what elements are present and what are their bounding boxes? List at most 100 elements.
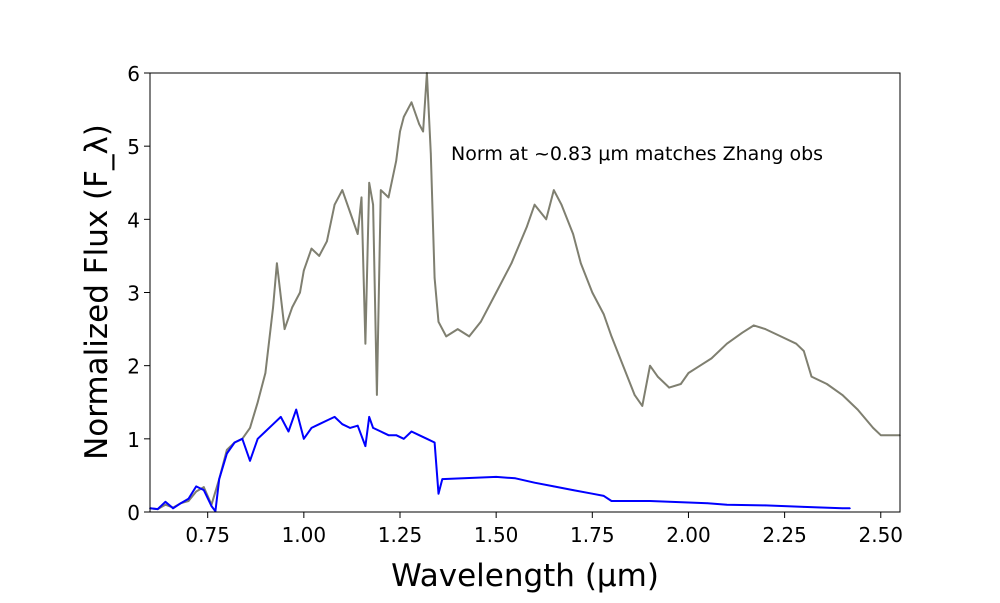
series-1-point — [372, 203, 374, 206]
series-1-point — [256, 401, 259, 404]
tick-layer: 0.75 1.00 1.25 1.50 1.75 2.00 2.25 2.50 0 1 2 3 4 5 6 — [127, 62, 903, 547]
x-tick-label: 1.50 — [474, 523, 519, 547]
series-2-point — [287, 430, 290, 433]
series-1-point — [856, 408, 859, 411]
series-2-point — [164, 501, 167, 503]
series-2-point — [203, 489, 205, 491]
series-2-point — [272, 423, 274, 426]
series-2-point — [303, 438, 305, 440]
x-tick-label: 1.75 — [570, 523, 615, 547]
series-2-point — [687, 501, 690, 504]
series-2-point — [256, 438, 259, 440]
series-2-point — [249, 460, 251, 462]
series-2-point — [318, 423, 321, 426]
series-1-point — [422, 130, 424, 133]
series-1-point — [795, 342, 797, 345]
series-1-point — [430, 152, 432, 155]
series-2-point — [764, 504, 767, 507]
series-1-point — [310, 247, 313, 250]
series-1-point — [780, 335, 782, 338]
series-1-point — [510, 262, 513, 265]
y-tick-label: 0 — [127, 501, 140, 525]
series-1-point — [291, 306, 294, 308]
series-2-point — [368, 416, 371, 418]
series-2-point — [433, 441, 436, 444]
series-1-point — [526, 225, 528, 228]
series-2-point — [441, 478, 444, 480]
series-1-point — [610, 335, 613, 338]
series-1-point — [633, 394, 636, 396]
series-1-point — [360, 196, 363, 199]
series-1-point — [187, 500, 190, 502]
series-1-point — [572, 233, 574, 235]
series-2-point — [241, 438, 244, 440]
series-1-point — [387, 196, 390, 199]
series-2-point — [356, 424, 359, 427]
series-1-point — [580, 262, 582, 265]
series-2 — [149, 408, 851, 513]
annotation-text: Norm at ~0.83 μm matches Zhang obs — [451, 143, 823, 165]
series-2-point — [156, 508, 159, 510]
series-1-point — [356, 233, 359, 235]
series-1-point — [560, 203, 563, 206]
series-1-point — [395, 160, 398, 162]
series-2-point — [572, 489, 574, 491]
y-tick-label: 1 — [127, 428, 140, 452]
series-2-point — [410, 430, 413, 433]
series-1-point — [553, 189, 555, 191]
series-2-point — [310, 427, 313, 429]
series-2-point — [295, 408, 298, 411]
series-1-point — [368, 182, 371, 184]
series-1-point — [276, 262, 278, 265]
series-1-point — [418, 123, 421, 125]
series-1-point — [445, 335, 448, 338]
series-1-point — [410, 101, 413, 104]
series-2-point — [533, 481, 536, 484]
series-2-point — [349, 427, 351, 429]
series-1-point — [326, 240, 328, 243]
series-2-point — [364, 445, 367, 447]
series-2-point — [603, 495, 605, 497]
series-2-point — [180, 502, 182, 505]
series-2-point — [553, 485, 555, 488]
series-1-point — [437, 321, 440, 323]
x-tick-label: 1.00 — [282, 523, 327, 547]
series-1-point — [699, 364, 701, 367]
series-1-point — [656, 375, 659, 378]
x-tick-label: 2.25 — [762, 523, 807, 547]
x-tick-label: 2.50 — [859, 523, 904, 547]
series-1-point — [710, 357, 713, 360]
series-2-point — [841, 507, 844, 510]
y-tick-label: 3 — [127, 282, 140, 306]
series-1 — [149, 72, 901, 511]
series-2-point — [233, 441, 236, 444]
series-1-point — [687, 372, 690, 374]
series-1-point — [303, 269, 305, 272]
series-2-point — [437, 492, 440, 495]
series-2-point — [418, 434, 421, 437]
series-2-point — [849, 507, 851, 510]
series-1-point — [649, 364, 651, 367]
x-tick-label: 0.75 — [185, 523, 230, 547]
series-1-point — [533, 203, 536, 206]
series-1-point — [403, 116, 405, 118]
series-2-point — [395, 434, 398, 437]
series-2-point — [172, 507, 174, 510]
series-1-point — [741, 331, 744, 334]
series-1-point — [376, 394, 378, 396]
series-1-point — [545, 218, 547, 221]
series-2-point — [280, 416, 282, 418]
series-1-point — [203, 486, 205, 488]
series-1-point — [380, 189, 382, 191]
series-2-point — [380, 430, 382, 433]
series-2-point — [495, 476, 498, 478]
series-2-point — [333, 416, 336, 418]
series-1-point — [803, 350, 805, 352]
series-2-point — [195, 485, 197, 488]
series-1-point — [399, 130, 401, 133]
series-1-point — [164, 503, 167, 506]
series-1-point — [726, 342, 728, 345]
series-1-point — [680, 383, 682, 385]
series-1-point — [880, 434, 882, 437]
series-2-point — [610, 500, 613, 502]
